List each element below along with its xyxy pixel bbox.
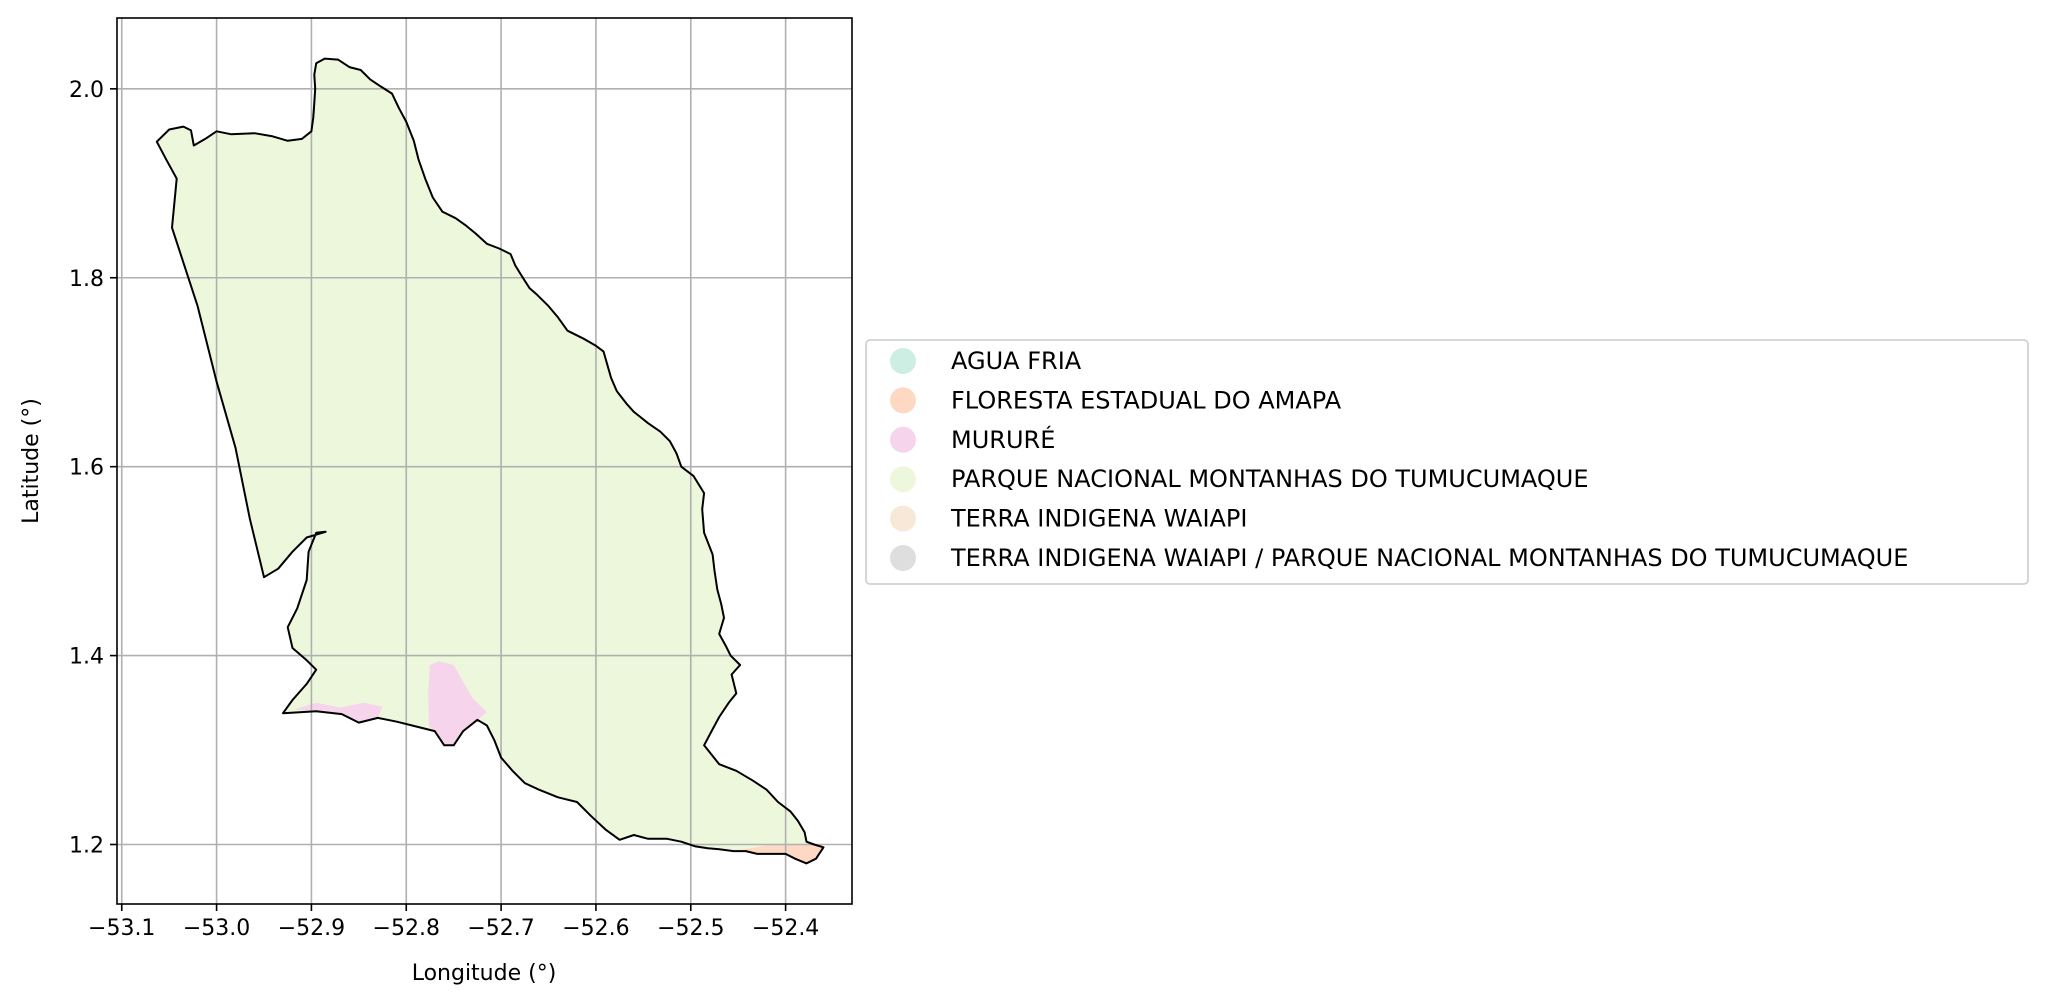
x-tick-label: −52.4 xyxy=(752,916,819,941)
y-tick-label: 1.6 xyxy=(69,456,104,481)
region-murure xyxy=(428,661,487,746)
y-axis-ticks: 1.2 1.4 1.6 1.8 2.0 xyxy=(69,78,117,858)
legend-label: MURURÉ xyxy=(951,425,1055,454)
legend-label: TERRA INDIGENA WAIAPI / PARQUE NACIONAL … xyxy=(950,544,1908,572)
x-axis-label: Longitude (°) xyxy=(412,961,557,986)
region-floresta-estadual-do-amapa xyxy=(733,844,824,864)
x-tick-label: −53.0 xyxy=(183,916,250,941)
x-tick-label: −52.8 xyxy=(373,916,440,941)
legend-marker xyxy=(890,466,916,493)
legend-marker xyxy=(890,505,916,532)
x-tick-label: −52.5 xyxy=(657,916,724,941)
y-tick-label: 1.4 xyxy=(69,645,104,670)
regions-layer xyxy=(156,58,824,864)
y-axis-label: Latitude (°) xyxy=(19,398,44,524)
legend-marker xyxy=(890,426,916,453)
region-parque-nacional-montanhas-do-tumucumaque xyxy=(156,58,824,864)
legend-label: TERRA INDIGENA WAIAPI xyxy=(950,505,1247,533)
y-tick-label: 2.0 xyxy=(69,78,104,103)
region-murure xyxy=(294,702,383,723)
legend-marker xyxy=(890,348,916,374)
x-axis-ticks: −53.1 −53.0 −52.9 −52.8 −52.7 −52.6 −52.5 −52.4 xyxy=(88,904,819,941)
legend-label: FLORESTA ESTADUAL DO AMAPA xyxy=(951,386,1342,414)
y-tick-label: 1.8 xyxy=(69,267,104,292)
outline-layer xyxy=(155,57,825,865)
plot-frame xyxy=(116,17,853,905)
x-tick-label: −52.9 xyxy=(278,916,345,941)
legend-marker xyxy=(890,545,916,571)
legend-label: AGUA FRIA xyxy=(951,347,1082,375)
legend-label: PARQUE NACIONAL MONTANHAS DO TUMUCUMAQUE xyxy=(951,465,1589,493)
x-tick-label: −52.7 xyxy=(467,916,534,941)
legend: AGUA FRIA FLORESTA ESTADUAL DO AMAPA MURUR… xyxy=(865,339,2029,585)
x-tick-label: −53.1 xyxy=(88,916,155,941)
legend-marker xyxy=(890,387,916,414)
y-tick-label: 1.2 xyxy=(69,833,104,858)
legend-box xyxy=(865,339,2029,585)
x-tick-label: −52.6 xyxy=(562,916,629,941)
boundary-outline xyxy=(155,57,825,865)
